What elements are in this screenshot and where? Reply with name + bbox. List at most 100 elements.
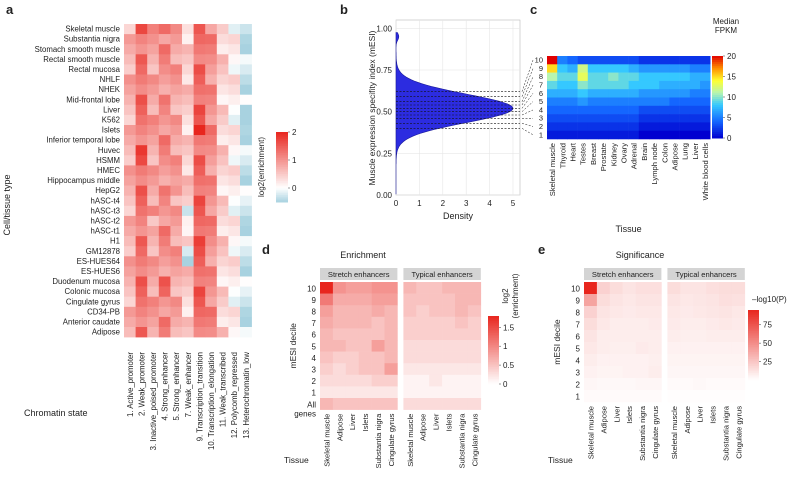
cell (467, 340, 482, 352)
cell (557, 105, 568, 115)
legend-d-swatch (488, 326, 499, 329)
legend-d-swatch (488, 321, 499, 324)
cell (609, 282, 623, 295)
cell (689, 89, 701, 98)
legend-c-swatch (712, 97, 723, 100)
cell (216, 296, 229, 308)
cell (429, 293, 443, 306)
legend-a-swatch (276, 172, 288, 175)
cell (371, 293, 385, 306)
cell (403, 363, 417, 376)
cell (147, 175, 160, 186)
row-label: 8 (312, 307, 317, 316)
cell (442, 293, 456, 306)
cell (170, 155, 183, 166)
row-label: 2 (312, 377, 317, 386)
cell (147, 327, 160, 338)
cell (158, 44, 171, 55)
cell (345, 351, 359, 364)
cell (320, 374, 334, 387)
legend-d-swatch (488, 370, 499, 373)
cell (648, 378, 662, 391)
col-label: Skeletal muscle (322, 414, 331, 467)
cell (124, 327, 136, 338)
cell (170, 54, 183, 65)
axis-label: Chromatin state (24, 408, 88, 418)
cell (228, 104, 241, 116)
cell (584, 294, 598, 307)
cell (618, 122, 629, 131)
cell (228, 54, 241, 65)
cell (416, 316, 430, 329)
cell (587, 56, 599, 65)
row-label: NHLF (100, 75, 121, 84)
cell (158, 256, 171, 267)
legend-d-swatch (488, 338, 499, 341)
connector-line (521, 68, 534, 97)
cell (345, 293, 359, 306)
cell (667, 330, 681, 343)
cell (182, 54, 194, 65)
col-label: 7. Weak_enhancer (184, 352, 193, 418)
cell (124, 215, 136, 227)
cell (182, 286, 194, 297)
cell (584, 306, 598, 319)
legend-d-swatch (488, 324, 499, 327)
cell (158, 296, 171, 308)
legend-a-swatch (276, 142, 288, 145)
cell (442, 340, 456, 352)
row-label: 3 (539, 114, 543, 123)
col-label: 9. Transcription_transition (195, 352, 204, 441)
cell (596, 330, 611, 343)
cell (706, 318, 720, 331)
cell (228, 145, 241, 156)
cell (135, 256, 148, 267)
cell (371, 305, 385, 318)
cell (706, 342, 720, 355)
row-label: Rectal mucosa (68, 65, 120, 74)
legend-d-swatch (488, 329, 499, 332)
legend-a-swatch (276, 184, 288, 187)
col-label: White blood cells (701, 143, 710, 201)
cell (135, 246, 148, 257)
cell (547, 105, 558, 115)
legend-e-swatch (748, 355, 759, 358)
cell (416, 328, 430, 341)
cell (731, 282, 746, 295)
cell (669, 105, 680, 115)
facet-header (667, 268, 745, 280)
legend-d-swatch (488, 365, 499, 368)
cell (689, 64, 701, 73)
cell (667, 318, 681, 331)
cell (228, 286, 241, 297)
cell (216, 34, 229, 45)
legend-e-swatch (748, 322, 759, 325)
legend-d-swatch (488, 334, 499, 337)
cell (182, 246, 194, 257)
cell (147, 286, 160, 297)
axis-label: Tissue (616, 224, 642, 234)
cell (135, 195, 148, 207)
cell (332, 374, 347, 387)
legend-title: (enrichment) (511, 273, 520, 318)
cell (609, 306, 623, 319)
legend-e-swatch (748, 318, 759, 321)
cell (182, 175, 194, 186)
cell (193, 246, 206, 257)
cell (618, 105, 629, 115)
cell (320, 363, 334, 376)
cell (689, 97, 701, 107)
axis-label: Density (443, 211, 474, 221)
cell (648, 306, 662, 319)
cell (649, 130, 660, 140)
cell (135, 74, 148, 85)
cell (147, 236, 160, 247)
cell (618, 64, 629, 73)
legend-e-swatch (748, 329, 759, 332)
legend-d-swatch (488, 331, 499, 334)
cell (205, 94, 218, 106)
cell (700, 105, 711, 115)
cell (731, 342, 746, 355)
legend-e-swatch (748, 324, 759, 327)
col-label: Colon (660, 143, 669, 163)
